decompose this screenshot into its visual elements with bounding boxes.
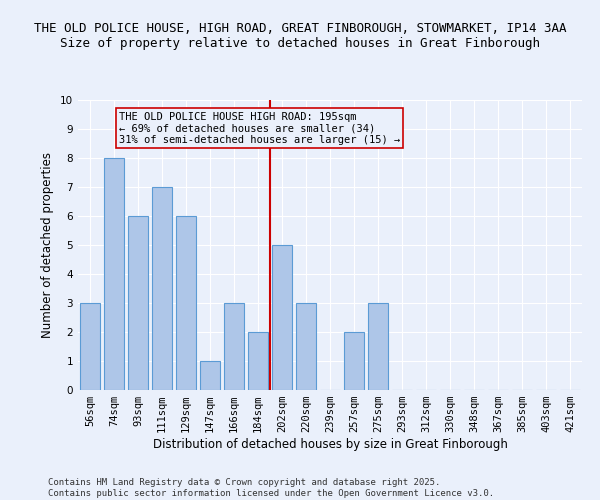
X-axis label: Distribution of detached houses by size in Great Finborough: Distribution of detached houses by size … xyxy=(152,438,508,451)
Text: THE OLD POLICE HOUSE, HIGH ROAD, GREAT FINBOROUGH, STOWMARKET, IP14 3AA: THE OLD POLICE HOUSE, HIGH ROAD, GREAT F… xyxy=(34,22,566,36)
Text: Contains HM Land Registry data © Crown copyright and database right 2025.
Contai: Contains HM Land Registry data © Crown c… xyxy=(48,478,494,498)
Bar xyxy=(128,216,148,390)
Text: Size of property relative to detached houses in Great Finborough: Size of property relative to detached ho… xyxy=(60,38,540,51)
Bar xyxy=(248,332,268,390)
Bar xyxy=(104,158,124,390)
Bar xyxy=(224,303,244,390)
Bar xyxy=(200,361,220,390)
Y-axis label: Number of detached properties: Number of detached properties xyxy=(41,152,55,338)
Bar xyxy=(80,303,100,390)
Bar xyxy=(296,303,316,390)
Bar xyxy=(368,303,388,390)
Bar xyxy=(176,216,196,390)
Text: THE OLD POLICE HOUSE HIGH ROAD: 195sqm
← 69% of detached houses are smaller (34): THE OLD POLICE HOUSE HIGH ROAD: 195sqm ←… xyxy=(119,112,400,145)
Bar xyxy=(272,245,292,390)
Bar xyxy=(152,187,172,390)
Bar xyxy=(344,332,364,390)
